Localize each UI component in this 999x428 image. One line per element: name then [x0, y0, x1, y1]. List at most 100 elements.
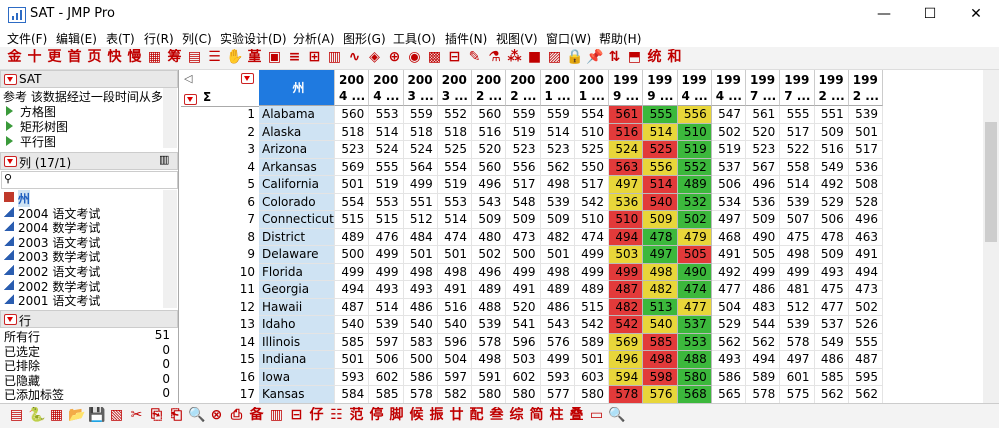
data-cell[interactable]: 532 — [677, 193, 712, 211]
data-cell[interactable]: 509 — [814, 246, 849, 264]
data-cell[interactable]: 463 — [848, 228, 883, 246]
data-cell[interactable]: 539 — [540, 193, 575, 211]
data-cell[interactable]: 544 — [746, 316, 781, 334]
data-cell[interactable]: 528 — [848, 193, 883, 211]
row-number[interactable]: 5 — [247, 177, 255, 191]
state-cell[interactable]: Florida — [259, 263, 335, 281]
column-header[interactable]: 200 1 ... — [540, 70, 575, 106]
data-cell[interactable]: 554 — [335, 193, 370, 211]
row-number[interactable]: 7 — [247, 212, 255, 226]
data-cell[interactable]: 514 — [369, 123, 404, 141]
data-cell[interactable]: 539 — [848, 106, 883, 124]
menu-addins[interactable]: 插件(N) — [445, 32, 488, 46]
data-cell[interactable]: 514 — [780, 176, 815, 194]
state-cell[interactable]: District of... — [259, 228, 335, 261]
data-cell[interactable]: 568 — [677, 386, 712, 403]
data-cell[interactable]: 520 — [746, 123, 781, 141]
data-cell[interactable]: 580 — [574, 386, 609, 403]
data-cell[interactable]: 578 — [746, 386, 781, 403]
vibrate-icon[interactable]: 振 — [429, 407, 444, 423]
data-cell[interactable]: 474 — [437, 228, 472, 246]
data-cell[interactable]: 504 — [437, 351, 472, 369]
data-cell[interactable]: 586 — [711, 368, 746, 386]
data-cell[interactable]: 513 — [643, 298, 678, 316]
row-number[interactable]: 3 — [247, 142, 255, 156]
hand-icon[interactable]: ✋ — [226, 49, 243, 65]
row-number[interactable]: 6 — [247, 194, 255, 209]
data-cell[interactable]: 519 — [437, 176, 472, 194]
data-cell[interactable]: 585 — [643, 333, 678, 351]
state-cell[interactable]: Kansas — [259, 386, 335, 403]
data-cell[interactable]: 549 — [814, 333, 849, 351]
column-header[interactable]: 199 4 ... — [711, 70, 746, 106]
data-cell[interactable]: 491 — [711, 246, 746, 264]
data-cell[interactable]: 567 — [746, 158, 781, 176]
data-cell[interactable]: 559 — [540, 106, 575, 124]
data-cell[interactable]: 547 — [711, 106, 746, 124]
state-cell[interactable]: Illinois — [259, 333, 335, 351]
data-cell[interactable]: 516 — [814, 141, 849, 159]
color-icon[interactable]: ■ — [527, 49, 542, 65]
data-cell[interactable]: 487 — [848, 351, 883, 369]
data-cell[interactable]: 486 — [540, 298, 575, 316]
data-cell[interactable]: 486 — [403, 298, 438, 316]
data-cell[interactable]: 543 — [540, 316, 575, 334]
data-cell[interactable]: 493 — [369, 281, 404, 299]
row-number[interactable]: 1 — [247, 107, 255, 121]
data-cell[interactable]: 539 — [780, 193, 815, 211]
data-cell[interactable]: 555 — [643, 106, 678, 124]
data-cell[interactable]: 497 — [711, 211, 746, 229]
data-cell[interactable]: 509 — [746, 211, 781, 229]
data-cell[interactable]: 512 — [780, 298, 815, 316]
minimize-button[interactable]: — — [877, 6, 891, 22]
data-cell[interactable]: 514 — [369, 298, 404, 316]
data-cell[interactable]: 591 — [472, 368, 507, 386]
data-cell[interactable]: 601 — [780, 368, 815, 386]
data-cell[interactable]: 489 — [540, 281, 575, 299]
data-cell[interactable]: 517 — [574, 176, 609, 194]
menu-tools[interactable]: 工具(O) — [393, 32, 436, 46]
fit-icon[interactable]: ▥ — [327, 49, 342, 65]
data-cell[interactable]: 583 — [403, 333, 438, 351]
window-icon[interactable]: ▭ — [589, 407, 604, 423]
data-cell[interactable]: 499 — [540, 351, 575, 369]
state-cell[interactable]: Alabama — [259, 106, 335, 124]
row-number[interactable]: 8 — [247, 229, 255, 244]
data-cell[interactable]: 536 — [609, 193, 644, 211]
data-cell[interactable]: 549 — [814, 158, 849, 176]
page-icon[interactable]: 页 — [87, 49, 102, 65]
data-cell[interactable]: 493 — [403, 281, 438, 299]
data-cell[interactable]: 489 — [677, 176, 712, 194]
cluster-icon[interactable]: ◉ — [408, 49, 421, 65]
data-cell[interactable]: 522 — [780, 141, 815, 159]
data-cell[interactable]: 510 — [574, 123, 609, 141]
data-cell[interactable]: 569 — [609, 333, 644, 351]
data-cell[interactable]: 560 — [472, 158, 507, 176]
data-cell[interactable]: 526 — [848, 316, 883, 334]
data-cell[interactable]: 539 — [369, 316, 404, 334]
row-number[interactable]: 15 — [239, 352, 255, 366]
data-cell[interactable]: 482 — [540, 228, 575, 246]
data-cell[interactable]: 540 — [643, 316, 678, 334]
data-cell[interactable]: 555 — [369, 158, 404, 176]
flask-icon[interactable]: ⚗ — [488, 49, 501, 65]
column-header[interactable]: 200 3 ... — [437, 70, 472, 106]
data-cell[interactable]: 505 — [746, 246, 781, 264]
data-cell[interactable]: 578 — [472, 333, 507, 351]
data-cell[interactable]: 525 — [437, 141, 472, 159]
data-cell[interactable]: 496 — [472, 263, 507, 281]
data-cell[interactable]: 498 — [437, 263, 472, 281]
data-cell[interactable]: 499 — [780, 263, 815, 281]
split-icon[interactable]: ⬒ — [627, 49, 642, 65]
data-cell[interactable]: 502 — [711, 123, 746, 141]
data-cell[interactable]: 597 — [369, 333, 404, 351]
data-cell[interactable]: 551 — [814, 106, 849, 124]
state-cell[interactable]: Alaska — [259, 123, 335, 141]
data-cell[interactable]: 519 — [506, 123, 541, 141]
columns-menu-triangle[interactable] — [4, 156, 17, 167]
data-cell[interactable]: 489 — [472, 281, 507, 299]
data-cell[interactable]: 474 — [677, 281, 712, 299]
grid-scrollbar[interactable] — [983, 70, 999, 403]
menu-file[interactable]: 文件(F) — [7, 32, 48, 46]
data-cell[interactable]: 578 — [780, 333, 815, 351]
